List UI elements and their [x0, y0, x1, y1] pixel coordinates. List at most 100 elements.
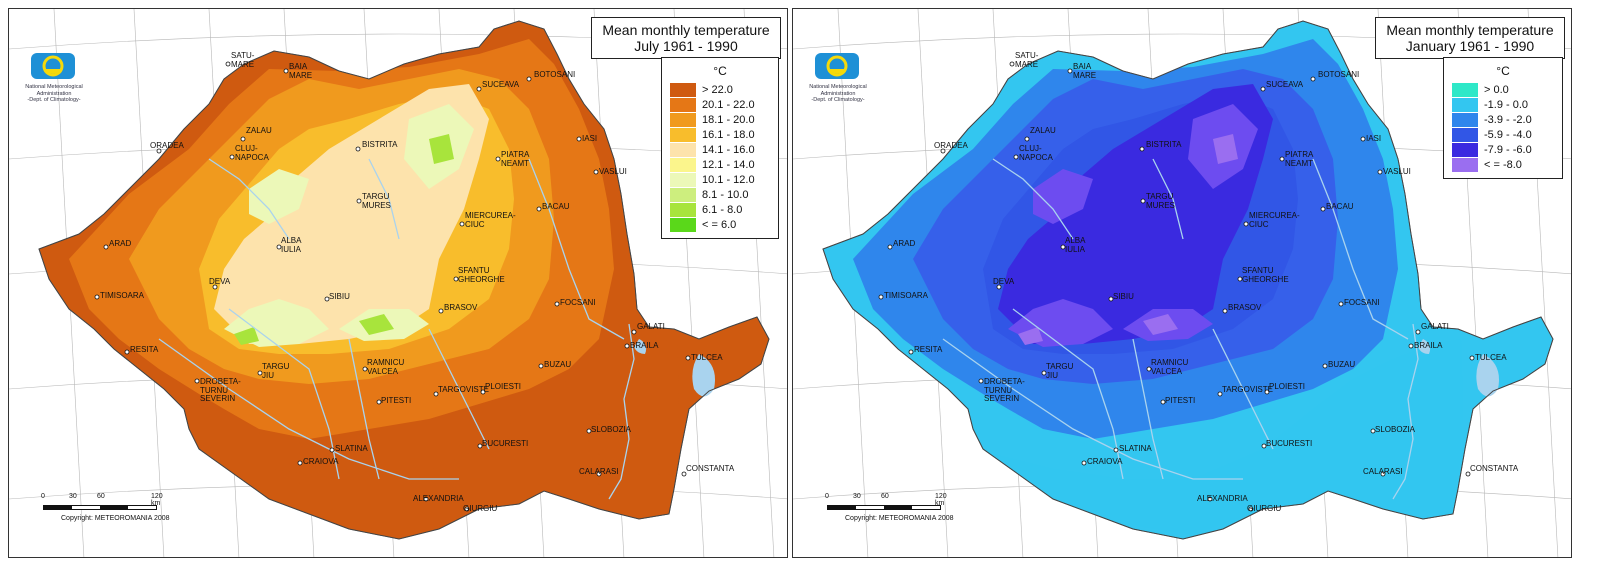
city-marker [480, 389, 486, 395]
city-label: PIATRA NEAMT [1285, 150, 1314, 168]
city-marker [878, 294, 884, 300]
city-label: DROBETA- TURNU SEVERIN [984, 377, 1025, 403]
river [1012, 308, 1124, 480]
city-marker [1081, 460, 1087, 466]
legend-swatch [1452, 142, 1478, 157]
river [368, 158, 400, 240]
lowland-zone [973, 339, 1463, 534]
legend-label: 14.1 - 16.0 [702, 143, 755, 156]
city-marker [908, 349, 914, 355]
city-label: PLOIESTI [1269, 382, 1306, 391]
city-marker [538, 363, 544, 369]
legend-swatch [1452, 157, 1478, 172]
city-marker [283, 68, 289, 74]
legend-item: < = 6.0 [670, 217, 770, 232]
city-marker [1338, 301, 1344, 307]
legend-swatch [670, 142, 696, 157]
city-marker [1207, 496, 1213, 502]
city-marker [495, 156, 501, 162]
city-marker [978, 378, 984, 384]
city-marker [1217, 391, 1223, 397]
legend-item: 18.1 - 20.0 [670, 112, 770, 127]
legend-item: 20.1 - 22.0 [670, 97, 770, 112]
city-label: BAIA MARE [1073, 62, 1097, 80]
city-marker [476, 86, 482, 92]
city-marker [229, 154, 235, 160]
legend-swatch [1452, 127, 1478, 142]
legend-label: -3.9 - -2.0 [1484, 113, 1532, 126]
city-label: BUZAU [1328, 360, 1356, 369]
january-map-panel: SATU- MARE BAIA MARE SUCEAVA BOTOSANI ORADEA… [792, 8, 1572, 558]
city-marker [1139, 146, 1145, 152]
city-label: SLOBOZIA [1375, 425, 1416, 434]
river [158, 338, 459, 480]
legend-label: 10.1 - 12.0 [702, 173, 755, 186]
map-period: July 1961 - 1990 [634, 38, 738, 54]
temperature-zone [359, 314, 394, 335]
city-marker [1024, 136, 1030, 142]
map-title-box: Mean monthly temperature July 1961 - 1990 [591, 17, 781, 59]
city-label: BRASOV [1228, 303, 1262, 312]
city-label: RAMNICU VALCEA [1151, 358, 1189, 376]
scale-tick-label: 30 [69, 493, 77, 500]
romania-map [793, 9, 1571, 557]
city-label: ZALAU [1030, 126, 1056, 135]
city-marker [297, 460, 303, 466]
legend-label: 8.1 - 10.0 [702, 188, 749, 201]
city-marker [477, 443, 483, 449]
city-label: TARGU MURES [362, 192, 391, 210]
legend-swatch [670, 127, 696, 142]
legend-swatch [1452, 82, 1478, 97]
city-label: SLOBOZIA [591, 425, 632, 434]
city-label: SUCEAVA [482, 80, 520, 89]
legend-label: 18.1 - 20.0 [702, 113, 755, 126]
logo-icon [811, 51, 863, 81]
city-label: TARGU JIU [262, 362, 290, 380]
city-label: SLATINA [1119, 444, 1152, 453]
temperature-zone [1143, 314, 1178, 335]
city-marker [624, 343, 630, 349]
city-marker [156, 148, 162, 154]
city-marker [1261, 443, 1267, 449]
city-marker [453, 276, 459, 282]
city-label: BUCURESTI [1266, 439, 1313, 448]
city-marker [464, 506, 470, 512]
river [942, 338, 1243, 480]
city-marker [240, 136, 246, 142]
city-label: MIERCUREA- CIUC [465, 211, 516, 229]
city-marker [1380, 471, 1386, 477]
city-marker [1009, 61, 1015, 67]
city-label: GIURGIU [463, 504, 498, 513]
city-marker [1041, 370, 1047, 376]
city-label: DROBETA- TURNU SEVERIN [200, 377, 241, 403]
legend-item: 10.1 - 12.0 [670, 172, 770, 187]
city-label: BRAILA [1414, 341, 1443, 350]
city-label: ALBA IULIA [1065, 236, 1086, 254]
city-marker [212, 284, 218, 290]
temperature-zones [69, 39, 679, 534]
legend: °C > 0.0 -1.9 - 0.0 -3.9 - -2.0 -5.9 - -4.0 -… [1443, 57, 1563, 179]
city-label: TARGOVISTE [1222, 385, 1273, 394]
city-label: TULCEA [691, 353, 723, 362]
legend-item: -7.9 - -6.0 [1452, 142, 1554, 157]
legend-item: > 22.0 [670, 82, 770, 97]
legend: °C > 22.0 20.1 - 22.0 18.1 - 20.0 16.1 - 18.… [661, 57, 779, 239]
legend-unit: °C [1496, 64, 1510, 78]
city-label: BACAU [1326, 202, 1354, 211]
city-label: SIBIU [329, 292, 350, 301]
city-marker [1146, 366, 1152, 372]
city-label: SATU- MARE [1015, 51, 1039, 69]
city-marker [1264, 389, 1270, 395]
city-marker [996, 284, 1002, 290]
city-label: FOCSANI [560, 298, 596, 307]
scale-tick-label: 30 [853, 493, 861, 500]
river [428, 328, 490, 450]
city-label: TIMISOARA [884, 291, 929, 300]
legend-label: 12.1 - 14.0 [702, 158, 755, 171]
scale-tick-label: 120 km [935, 493, 947, 507]
legend-swatch [670, 202, 696, 217]
city-marker [685, 355, 691, 361]
city-label: DEVA [209, 277, 231, 286]
copyright-text: Copyright: METEOROMANIA 2008 [61, 515, 170, 522]
legend-label: 16.1 - 18.0 [702, 128, 755, 141]
